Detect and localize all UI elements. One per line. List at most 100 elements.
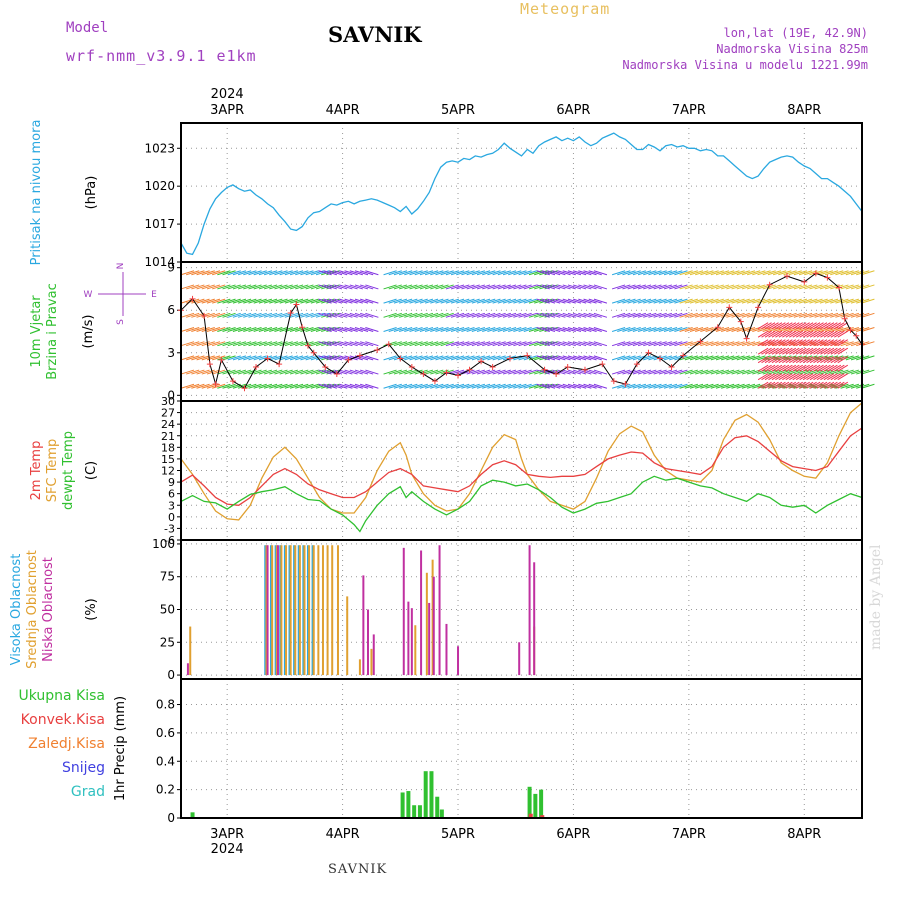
y-tick-label: 1023 <box>144 141 175 155</box>
wind-arrow-strong <box>778 381 790 389</box>
wind-arrow <box>793 270 808 276</box>
wind-arrow <box>456 341 470 347</box>
wind-arrow-strong <box>837 330 849 338</box>
wind-arrow <box>648 298 662 304</box>
y-tick-label: 0 <box>167 668 175 682</box>
wind-arrow <box>334 270 348 276</box>
wind-arrow-strong <box>771 347 783 355</box>
wind-arrow <box>206 369 221 375</box>
wind-arrow <box>523 327 537 332</box>
wind-speed-marker <box>420 371 427 378</box>
wind-arrow <box>721 369 735 375</box>
wind-arrow <box>627 312 641 318</box>
wind-arrow <box>305 327 319 332</box>
wind-arrow <box>637 355 652 361</box>
wind-arrow <box>424 284 439 290</box>
wind-arrow <box>318 341 332 347</box>
wind-arrow <box>747 270 761 276</box>
wind-arrow <box>578 270 592 276</box>
wind-arrow <box>318 284 332 290</box>
wind-arrow <box>409 355 423 361</box>
wind-arrow <box>482 298 496 304</box>
wind-arrow <box>461 383 475 389</box>
wind-speed-marker <box>241 385 248 392</box>
wind-arrow <box>567 341 582 347</box>
bar-clouds <box>428 602 431 676</box>
wind-speed-marker <box>489 363 496 370</box>
wind-arrow <box>440 341 454 347</box>
wind-speed-marker <box>541 366 548 373</box>
wind-arrow-strong <box>809 322 821 330</box>
wind-arrow <box>383 355 397 361</box>
wind-arrow-strong <box>816 364 828 372</box>
wind-arrow <box>222 341 236 347</box>
wind-arrow <box>622 341 636 347</box>
wind-arrow-strong <box>761 381 772 389</box>
wind-arrow <box>393 298 408 304</box>
y-tick-label: 25 <box>160 635 175 649</box>
wind-arrow <box>611 327 626 332</box>
x-tick-label-top: 4APR <box>326 103 360 118</box>
wind-arrow <box>248 355 262 361</box>
wind-arrow <box>328 341 343 347</box>
y-axis-label: Brzina i Pravac <box>45 283 60 380</box>
wind-arrow <box>476 270 491 276</box>
wind-arrow <box>399 383 413 389</box>
wind-arrow <box>658 383 673 389</box>
wind-arrow <box>557 383 571 389</box>
wind-arrow <box>404 327 418 332</box>
wind-arrow <box>830 270 844 276</box>
bar-clouds <box>420 550 423 676</box>
y-tick-label: -6 <box>164 534 175 547</box>
wind-arrow <box>212 355 226 361</box>
wind-arrow <box>731 284 745 290</box>
wind-arrow-strong <box>820 364 831 372</box>
wind-arrow-strong <box>816 330 828 338</box>
wind-arrow <box>861 312 875 318</box>
wind-arrow <box>547 270 561 276</box>
wind-arrow <box>669 298 683 304</box>
wind-arrow <box>456 312 470 318</box>
wind-arrow <box>258 341 273 347</box>
wind-arrow <box>279 298 293 304</box>
wind-arrow <box>731 383 745 389</box>
wind-arrow <box>414 383 428 389</box>
wind-arrow <box>227 312 241 318</box>
wind-arrow <box>824 298 839 304</box>
wind-arrow <box>557 369 571 375</box>
wind-arrow <box>562 312 576 318</box>
wind-arrow-strong <box>761 364 772 372</box>
wind-arrow <box>502 327 517 332</box>
wind-arrow <box>814 284 828 290</box>
wind-arrow <box>196 355 210 361</box>
wind-arrow <box>508 341 522 347</box>
wind-arrow <box>269 284 283 290</box>
wind-arrow <box>689 298 704 304</box>
wind-arrow <box>567 327 582 332</box>
wind-arrow <box>440 298 454 304</box>
y-axis-unit: 1hr Precip (mm) <box>113 696 128 801</box>
wind-arrow <box>757 355 771 361</box>
bar-clouds <box>366 609 369 676</box>
wind-arrow <box>643 327 657 332</box>
wind-arrow-strong <box>768 339 779 347</box>
wind-arrow-strong <box>792 356 804 364</box>
wind-arrow <box>643 298 657 304</box>
wind-arrow <box>323 341 337 347</box>
wind-arrow <box>669 383 683 389</box>
wind-arrow <box>747 312 761 318</box>
wind-arrow <box>627 270 641 276</box>
wind-arrow <box>798 312 813 318</box>
wind-arrow-strong <box>771 364 783 372</box>
wind-arrow-strong <box>785 339 797 347</box>
wind-arrow-strong <box>761 330 772 338</box>
wind-arrow <box>289 312 304 318</box>
wind-arrow <box>388 298 402 304</box>
wind-arrow <box>663 369 678 375</box>
wind-arrow-strong <box>768 356 779 364</box>
wind-arrow <box>835 298 849 304</box>
wind-arrow-strong <box>757 381 769 389</box>
wind-arrow-strong <box>792 330 804 338</box>
wind-arrow <box>637 312 652 318</box>
wind-arrow <box>578 284 592 290</box>
